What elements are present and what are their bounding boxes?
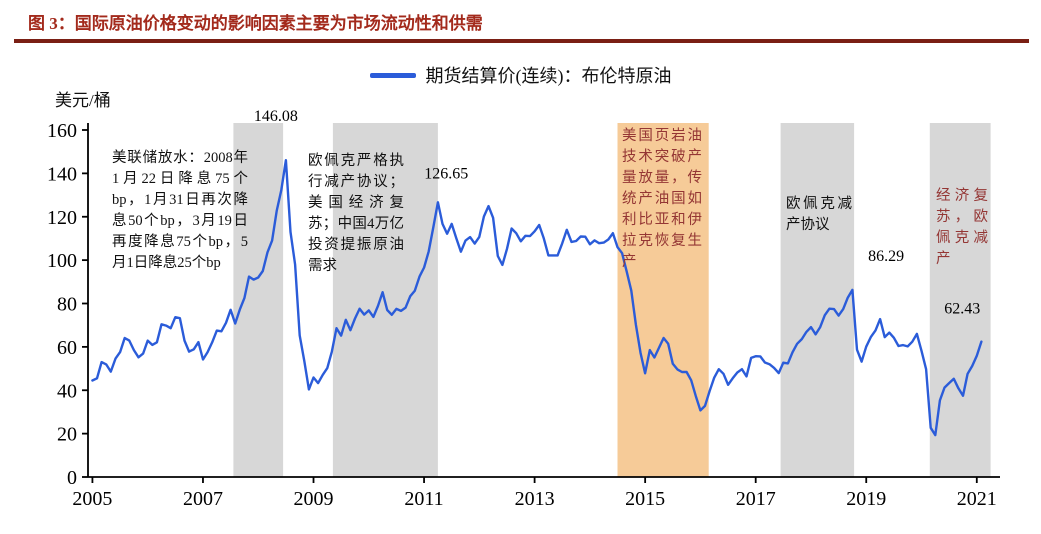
y-tick-label: 60: [57, 337, 77, 359]
y-tick-label: 80: [57, 294, 77, 316]
annotation-opec-cut-2009: 欧佩克严格执行减产协议；美国经济复苏；中国4万亿投资提振原油需求: [308, 153, 404, 275]
chart-legend: 期货结算价(连续)：布伦特原油: [0, 62, 1041, 88]
x-tick-label: 2011: [404, 488, 443, 510]
data-point-label: 126.65: [424, 165, 468, 182]
x-tick-label: 2019: [846, 488, 886, 510]
x-tick-label: 2007: [183, 488, 223, 510]
brent-price-line: [91, 158, 983, 437]
x-tick-label: 2005: [72, 488, 112, 510]
x-tick-label: 2015: [625, 488, 665, 510]
figure-title: 图 3：国际原油价格变动的影响因素主要为市场流动性和供需: [28, 14, 483, 33]
x-tick-label: 2009: [294, 488, 334, 510]
highlight-band: [780, 123, 855, 477]
y-tick-label: 20: [57, 424, 77, 446]
legend-label: 期货结算价(连续)：布伦特原油: [425, 66, 672, 86]
x-tick-label: 2013: [515, 488, 555, 510]
annotation-opec-cut-2017: 欧佩克减产协议: [786, 196, 852, 234]
y-tick-label: 120: [47, 207, 77, 229]
annotation-shale-supply: 美国页岩油技术突破产量放量，传统产油国如利比亚和伊拉克恢复生产: [622, 128, 702, 271]
annotation-recovery-2020: 经济复苏，欧佩克减产: [936, 188, 988, 268]
y-tick-label: 40: [57, 380, 77, 402]
highlight-band: [233, 123, 284, 477]
title-underline: [14, 39, 1029, 43]
data-point-label: 62.43: [944, 301, 980, 318]
y-tick-label: 140: [47, 163, 77, 185]
y-tick-label: 160: [47, 120, 77, 142]
highlight-band: [929, 123, 991, 477]
x-tick-label: 2017: [736, 488, 776, 510]
annotation-fed-easing: 美联储放水：2008年1月22日降息75个bp，1月31日再次降息50个bp，3…: [112, 150, 248, 272]
legend-line-swatch: [369, 72, 416, 78]
y-tick-label: 100: [47, 250, 77, 272]
x-tick-label: 2021: [957, 488, 997, 510]
y-axis-unit-label: 美元/桶: [55, 91, 111, 110]
data-point-label: 146.08: [254, 108, 298, 125]
y-tick-label: 0: [67, 467, 77, 489]
data-point-label: 86.29: [868, 248, 904, 265]
